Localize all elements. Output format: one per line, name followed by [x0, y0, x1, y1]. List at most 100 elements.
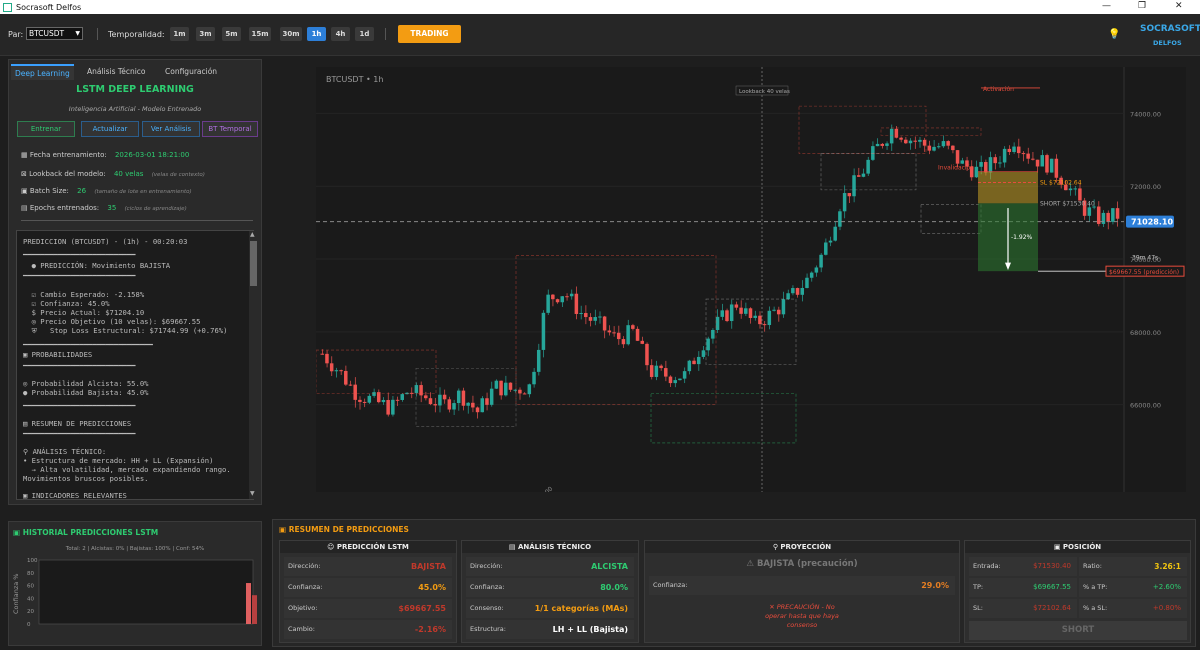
tab-configuracion[interactable]: Configuración — [161, 64, 221, 80]
sl-label: SL $72102.64 — [1040, 180, 1082, 187]
view-analysis-label: Ver Análisis — [150, 125, 192, 133]
candle-body — [391, 399, 395, 415]
row-label: Dirección: — [470, 562, 503, 570]
update-button[interactable]: Actualizar — [81, 121, 139, 137]
candle-body — [772, 309, 776, 311]
row-value: $69667.55 — [1033, 583, 1071, 591]
candle-body — [494, 380, 499, 389]
timeframe-button-5m[interactable]: 5m — [222, 27, 241, 41]
candle-body — [758, 315, 762, 325]
history-plot-area — [38, 559, 254, 625]
scroll-up-icon[interactable]: ▲ — [250, 231, 255, 238]
timeframe-button-3m[interactable]: 3m — [196, 27, 215, 41]
candle-body — [489, 388, 494, 405]
pos-sl-pct: % a SL: +0.80% — [1079, 599, 1187, 618]
candle-body — [485, 398, 489, 405]
candle-body — [781, 299, 786, 315]
chart-symbol-label: BTCUSDT • 1h — [326, 75, 383, 84]
tecnico-card: ▤ ANÁLISIS TÉCNICO Dirección: ALCISTA Conf… — [461, 540, 639, 643]
timeframe-button-30m[interactable]: 30m — [280, 27, 302, 41]
posicion-card: ▣ POSICIÓN Entrada: $71530.40 Ratio: 3.26:… — [964, 540, 1191, 643]
candle-body — [734, 304, 739, 308]
candle-body — [908, 140, 913, 144]
price-chart[interactable]: BTCUSDT • 1h Lookback 40 velas Activación I… — [315, 67, 1186, 503]
pos-tp-pct: % a TP: +2.60% — [1079, 578, 1187, 597]
info-value: 35 — [107, 204, 117, 212]
candle-body — [588, 317, 593, 321]
warning-line: consenso — [786, 621, 818, 629]
prediction-scrollbar[interactable]: ▲ ▼ — [249, 231, 258, 499]
view-analysis-button[interactable]: Ver Análisis — [142, 121, 200, 137]
candle-body — [842, 193, 847, 212]
candle-body — [645, 343, 649, 366]
row-label: Confianza: — [653, 581, 688, 589]
candle-body — [640, 340, 645, 344]
candle-body — [880, 143, 885, 146]
minimize-icon[interactable]: — — [1102, 1, 1111, 11]
candle-body — [1087, 207, 1092, 216]
history-title: ▣ HISTORIAL PREDICCIONES LSTM — [13, 528, 158, 537]
candle-body — [1026, 153, 1030, 159]
candle-body — [329, 363, 334, 372]
trading-button[interactable]: TRADING — [398, 25, 461, 43]
history-bar — [246, 583, 251, 624]
candle-body — [1064, 184, 1068, 191]
candle-body — [649, 365, 654, 377]
prediction-output[interactable]: PREDICCION (BTCUSDT) - (1h) - 00:20:03 ━━… — [16, 230, 254, 500]
stop-zone — [978, 171, 1038, 204]
candle-body — [922, 139, 927, 146]
candle-body — [409, 392, 414, 394]
tab-label: Deep Learning — [15, 69, 70, 78]
lookback-label: Lookback 40 velas — [739, 89, 790, 95]
timeframe-button-1h[interactable]: 1h — [307, 27, 326, 41]
lightbulb-icon[interactable]: 💡 — [1108, 29, 1121, 40]
candle-body — [1049, 158, 1054, 173]
candle-body — [353, 384, 357, 400]
candle-body — [508, 382, 513, 390]
candle-body — [819, 254, 823, 268]
candle-body — [362, 401, 367, 403]
row-value: -2.16% — [414, 625, 446, 634]
candle-body — [791, 288, 795, 294]
row-label: Consenso: — [470, 604, 504, 612]
pos-ratio: Ratio: 3.26:1 — [1079, 557, 1187, 576]
lookback-icon: ⊠ — [21, 170, 30, 178]
tab-analisis-tecnico[interactable]: Análisis Técnico — [83, 64, 150, 80]
row-label: Confianza: — [470, 583, 505, 591]
chart-background — [316, 67, 1186, 492]
history-panel: ▣ HISTORIAL PREDICCIONES LSTM Total: 2 |… — [8, 521, 262, 646]
candle-body — [711, 329, 715, 339]
chart-canvas: BTCUSDT • 1h Lookback 40 velas Activación I… — [315, 67, 1186, 503]
timeframe-button-1d[interactable]: 1d — [355, 27, 374, 41]
candle-body — [513, 389, 517, 391]
train-button[interactable]: Entrenar — [17, 121, 75, 137]
candle-body — [918, 139, 922, 142]
card-title: PREDICCIÓN LSTM — [336, 543, 409, 551]
candle-body — [965, 160, 969, 167]
timeframe-button-4h[interactable]: 4h — [331, 27, 350, 41]
price-tag-box — [1126, 215, 1174, 228]
restore-icon[interactable]: ❐ — [1138, 1, 1147, 11]
scrollbar-thumb[interactable] — [250, 241, 257, 286]
candle-body — [795, 288, 800, 295]
tab-deep-learning[interactable]: Deep Learning — [11, 64, 74, 80]
prediction-line: ☑ Cambio Esperado: -2.158% — [23, 290, 145, 299]
candle-body — [367, 395, 372, 403]
close-icon[interactable]: ✕ — [1175, 1, 1183, 11]
timeframe-button-1m[interactable]: 1m — [170, 27, 189, 41]
candle-body — [536, 349, 541, 372]
pair-select[interactable]: BTCUSDT ▼ — [26, 27, 83, 40]
tab-label: Análisis Técnico — [87, 67, 146, 76]
prediction-line: → Alta volatilidad, mercado expandiendo … — [23, 465, 231, 474]
scroll-down-icon[interactable]: ▼ — [250, 490, 255, 497]
candle-body — [786, 293, 790, 300]
candle-body — [866, 159, 870, 174]
timeframe-button-15m[interactable]: 15m — [249, 27, 271, 41]
candle-body — [692, 360, 696, 365]
bt-temporal-button[interactable]: BT Temporal — [202, 121, 258, 137]
short-button[interactable]: SHORT — [969, 621, 1187, 640]
proyeccion-direction: ⚠ BAJISTA (precaución) — [746, 559, 858, 569]
row-value: ALCISTA — [591, 562, 628, 571]
history-title-text: HISTORIAL PREDICCIONES LSTM — [22, 528, 159, 537]
separator — [385, 28, 386, 40]
